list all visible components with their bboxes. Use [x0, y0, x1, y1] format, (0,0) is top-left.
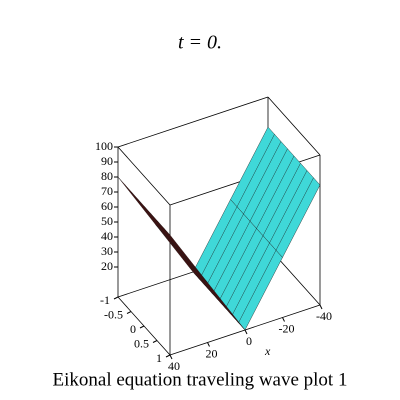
- mesh-line: [199, 206, 238, 280]
- mesh-line: [124, 184, 163, 232]
- x-tick-label: 20: [206, 346, 218, 360]
- mesh-line: [238, 250, 277, 323]
- mesh-line: [168, 238, 207, 287]
- y-tick-label: 0.5: [134, 336, 149, 350]
- x-tick-label: 40: [168, 359, 180, 373]
- mesh-line: [137, 198, 176, 247]
- y-tick: [139, 325, 145, 329]
- y-tick-label: -1: [100, 293, 110, 307]
- z-tick-label: 90: [101, 154, 113, 168]
- mesh-line: [262, 163, 301, 236]
- mesh-line: [150, 213, 189, 261]
- box-edge: [117, 146, 171, 206]
- z-tick-label: 20: [101, 259, 113, 273]
- y-tick-label: -0.5: [104, 307, 123, 321]
- x-axis-label: x: [264, 344, 271, 358]
- x-tick: [319, 304, 323, 310]
- y-tick: [165, 354, 171, 358]
- y-tick: [113, 296, 119, 300]
- y-tick-label: 1: [156, 351, 162, 365]
- mesh-line: [225, 235, 264, 309]
- z-tick-label: 40: [101, 229, 113, 243]
- x-tick: [169, 354, 173, 360]
- mesh-line: [275, 177, 314, 251]
- mesh-line: [212, 221, 251, 294]
- mesh-line: [187, 260, 226, 309]
- z-tick-label: 80: [101, 169, 113, 183]
- y-tick-label: 0: [130, 322, 136, 336]
- y-tick: [152, 340, 158, 343]
- mesh-line: [161, 231, 200, 280]
- mesh-line: [200, 275, 239, 323]
- mesh-line: [205, 213, 244, 287]
- mesh-line: [156, 220, 195, 269]
- mesh-line: [243, 141, 282, 215]
- x-tick: [282, 317, 285, 322]
- mesh-line: [231, 242, 270, 316]
- caption: Eikonal equation traveling wave plot 1: [53, 369, 348, 390]
- z-tick-label: 60: [101, 199, 113, 213]
- chart-title: t = 0.: [178, 32, 222, 54]
- z-tick-label: 50: [101, 214, 113, 228]
- z-tick-label: 70: [101, 184, 113, 198]
- mesh-line: [249, 148, 288, 222]
- mesh-line: [181, 253, 220, 302]
- x-tick-label: -20: [279, 321, 295, 335]
- x-tick: [207, 342, 210, 347]
- box-edge: [117, 96, 269, 148]
- mesh-line: [236, 134, 275, 207]
- mesh-line: [194, 267, 233, 316]
- z-tick-label: 30: [101, 244, 113, 258]
- mesh-line: [269, 170, 308, 244]
- x-tick-label: 0: [246, 334, 252, 348]
- x-tick-label: -40: [316, 309, 332, 323]
- mesh-line: [130, 191, 169, 240]
- y-tick: [126, 311, 132, 314]
- x-tick: [244, 329, 248, 335]
- mesh-line: [174, 246, 213, 294]
- mesh-line: [163, 227, 202, 276]
- box-edge: [267, 96, 321, 156]
- z-tick-label: 100: [95, 139, 113, 153]
- mesh-line: [218, 228, 257, 302]
- mesh-line: [256, 155, 295, 229]
- mesh-line: [143, 205, 182, 254]
